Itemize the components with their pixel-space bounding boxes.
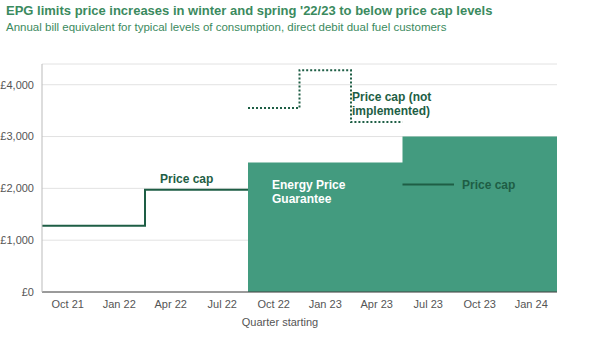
html-text:EPG limits price increases in: EPG limits price increases in winter and… xyxy=(6,3,493,18)
svg-text:Oct 23: Oct 23 xyxy=(464,298,496,310)
html-text:Annual bill equivalent for typ: Annual bill equivalent for typical level… xyxy=(6,21,447,33)
svg-text:Oct 22: Oct 22 xyxy=(258,298,290,310)
svg-text:Apr 22: Apr 22 xyxy=(155,298,187,310)
svg-text:Jan 24: Jan 24 xyxy=(515,298,548,310)
html-text:Price cap: Price cap xyxy=(462,178,516,192)
html-text:Price cap: Price cap xyxy=(160,172,214,186)
html-text:Energy Price Guarantee: Energy Price Guarantee xyxy=(272,178,346,206)
svg-text:Apr 23: Apr 23 xyxy=(361,298,393,310)
svg-text:Jan 23: Jan 23 xyxy=(309,298,342,310)
html-text:Quarter starting: Quarter starting xyxy=(241,316,319,328)
svg-text:£4,000: £4,000 xyxy=(8,79,34,91)
svg-text:£3,000: £3,000 xyxy=(8,130,34,142)
svg-text:Jan 22: Jan 22 xyxy=(103,298,136,310)
svg-text:£1,000: £1,000 xyxy=(8,234,34,246)
svg-text:£0: £0 xyxy=(22,286,34,298)
svg-text:£2,000: £2,000 xyxy=(8,182,34,194)
svg-text:Oct 21: Oct 21 xyxy=(52,298,84,310)
html-text:Price cap (not implemented): Price cap (not implemented) xyxy=(352,90,432,118)
svg-text:Jul 22: Jul 22 xyxy=(208,298,237,310)
svg-text:Jul 23: Jul 23 xyxy=(414,298,443,310)
